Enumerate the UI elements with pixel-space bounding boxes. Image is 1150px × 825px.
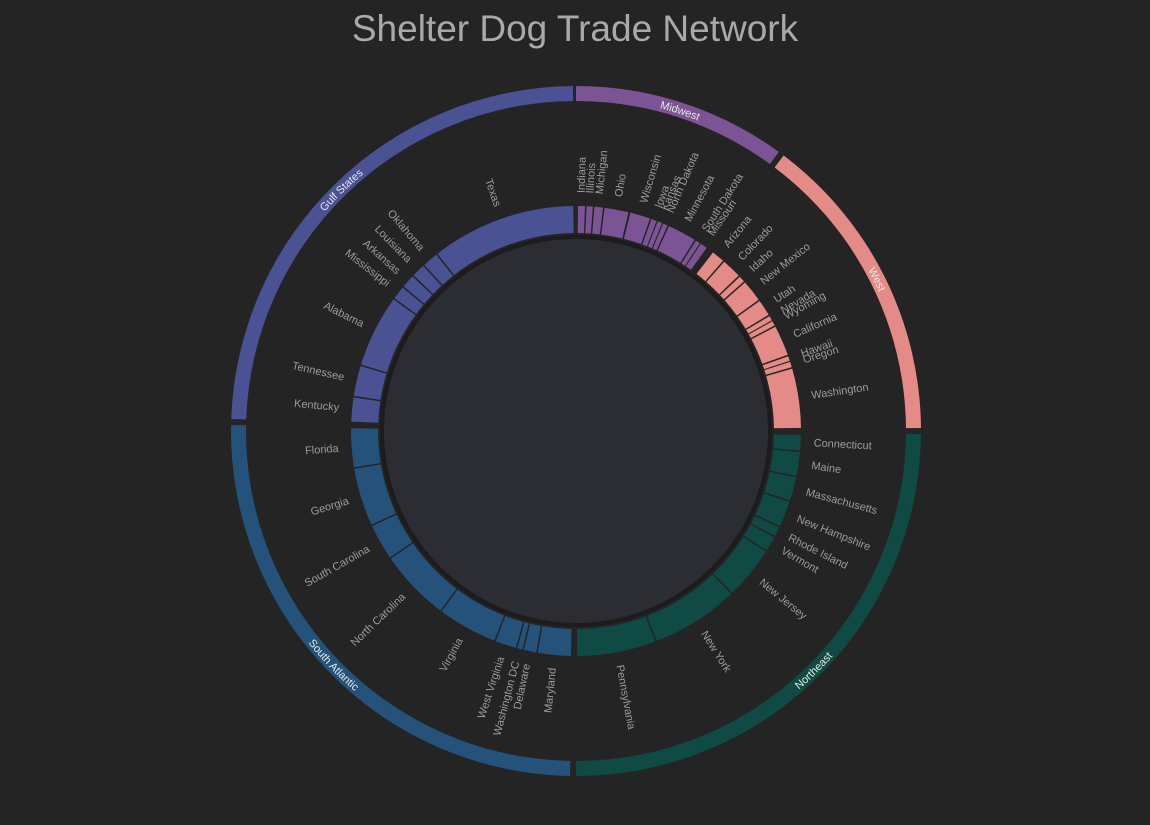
state-label-kentucky: Kentucky — [293, 398, 340, 414]
state-arc-rhode-island[interactable] — [751, 515, 780, 536]
state-label-north-carolina: North Carolina — [349, 591, 409, 649]
state-arc-alabama[interactable] — [361, 299, 416, 373]
state-arc-north-dakota[interactable] — [652, 223, 668, 251]
state-label-tennessee: Tennessee — [291, 360, 346, 384]
state-arc-colorado[interactable] — [706, 261, 739, 295]
state-label-ohio: Ohio — [613, 173, 629, 198]
state-arc-tennessee[interactable] — [353, 365, 387, 401]
chart-title: Shelter Dog Trade Network — [351, 8, 799, 49]
state-arc-oklahoma[interactable] — [424, 254, 454, 285]
state-arc-delaware[interactable] — [523, 623, 541, 653]
state-label-virginia: Virginia — [438, 635, 467, 674]
state-arc-west-virginia[interactable] — [495, 615, 524, 648]
region-arc-midwest[interactable] — [576, 86, 779, 165]
state-arc-connecticut[interactable] — [773, 434, 801, 451]
state-arc-virginia[interactable] — [441, 589, 505, 641]
state-label-washington: Washington — [811, 382, 870, 402]
state-arc-arkansas[interactable] — [403, 276, 433, 304]
state-label-illinois: Illinois — [584, 162, 598, 194]
state-arc-louisiana[interactable] — [413, 265, 442, 294]
state-arc-mississippi[interactable] — [394, 287, 424, 315]
state-arc-washington-dc[interactable] — [517, 622, 529, 650]
state-arc-michigan[interactable] — [592, 206, 604, 235]
state-arc-hawaii[interactable] — [762, 356, 790, 370]
state-arc-arizona[interactable] — [696, 252, 724, 282]
state-arc-wyoming[interactable] — [748, 321, 775, 339]
state-label-maine: Maine — [811, 460, 842, 476]
state-arc-indiana[interactable] — [577, 206, 586, 234]
state-label-maryland: Maryland — [543, 667, 559, 713]
state-arc-north-carolina[interactable] — [390, 543, 457, 611]
state-label-alabama: Alabama — [322, 300, 367, 331]
state-arc-texas[interactable] — [437, 206, 574, 275]
state-label-south-carolina: South Carolina — [303, 543, 373, 590]
region-label-text: Northeast — [793, 650, 835, 692]
state-label-new-jersey: New Jersey — [757, 577, 810, 623]
state-arcs-layer — [351, 206, 801, 656]
region-arc-west[interactable] — [774, 155, 921, 429]
state-arc-vermont[interactable] — [743, 524, 775, 551]
state-arc-minnesota[interactable] — [657, 226, 695, 263]
state-label-massachusetts: Massachusetts — [804, 487, 878, 518]
state-arc-maine[interactable] — [770, 449, 801, 476]
state-arc-missouri[interactable] — [685, 243, 707, 270]
state-label-new-york: New York — [698, 629, 733, 675]
state-arc-south-carolina[interactable] — [372, 514, 413, 558]
state-arc-new-mexico[interactable] — [724, 282, 759, 316]
state-arc-washington[interactable] — [766, 368, 801, 429]
state-arc-pennsylvania[interactable] — [577, 616, 656, 656]
region-arcs-layer — [231, 86, 921, 776]
state-arc-massachusetts[interactable] — [764, 471, 797, 501]
state-arc-california[interactable] — [751, 326, 788, 364]
state-label-texas: Texas — [482, 177, 503, 209]
region-label-northeast: Northeast — [793, 650, 835, 692]
state-label-indiana: Indiana — [576, 156, 589, 193]
region-label-gulf-states: Gulf States — [318, 167, 366, 214]
state-arc-south-dakota[interactable] — [681, 240, 700, 266]
state-arc-maryland[interactable] — [537, 626, 572, 656]
region-label-text: Gulf States — [318, 167, 366, 214]
state-arc-ohio[interactable] — [601, 207, 629, 239]
state-label-connecticut: Connecticut — [813, 437, 872, 452]
state-label-michigan: Michigan — [594, 150, 610, 195]
state-arc-florida[interactable] — [351, 428, 381, 468]
state-arc-illinois[interactable] — [585, 206, 593, 234]
state-arc-oregon[interactable] — [764, 361, 792, 375]
state-arc-kentucky[interactable] — [351, 397, 381, 423]
state-arc-utah[interactable] — [737, 300, 769, 329]
state-arc-georgia[interactable] — [354, 464, 396, 525]
state-label-georgia: Georgia — [309, 495, 351, 518]
state-label-florida: Florida — [305, 443, 340, 458]
state-arc-kansas[interactable] — [647, 221, 663, 249]
state-arc-wisconsin[interactable] — [623, 212, 650, 245]
state-arc-iowa[interactable] — [642, 219, 657, 247]
state-arc-idaho[interactable] — [720, 276, 744, 300]
inner-ring-layer — [380, 235, 772, 627]
state-arc-nevada[interactable] — [746, 316, 772, 334]
state-label-pennsylvania: Pennsylvania — [613, 664, 637, 731]
state-arc-new-jersey[interactable] — [713, 537, 766, 593]
inner-ring — [380, 235, 772, 627]
state-arc-new-hampshire[interactable] — [755, 493, 790, 527]
state-arc-new-york[interactable] — [646, 574, 732, 642]
